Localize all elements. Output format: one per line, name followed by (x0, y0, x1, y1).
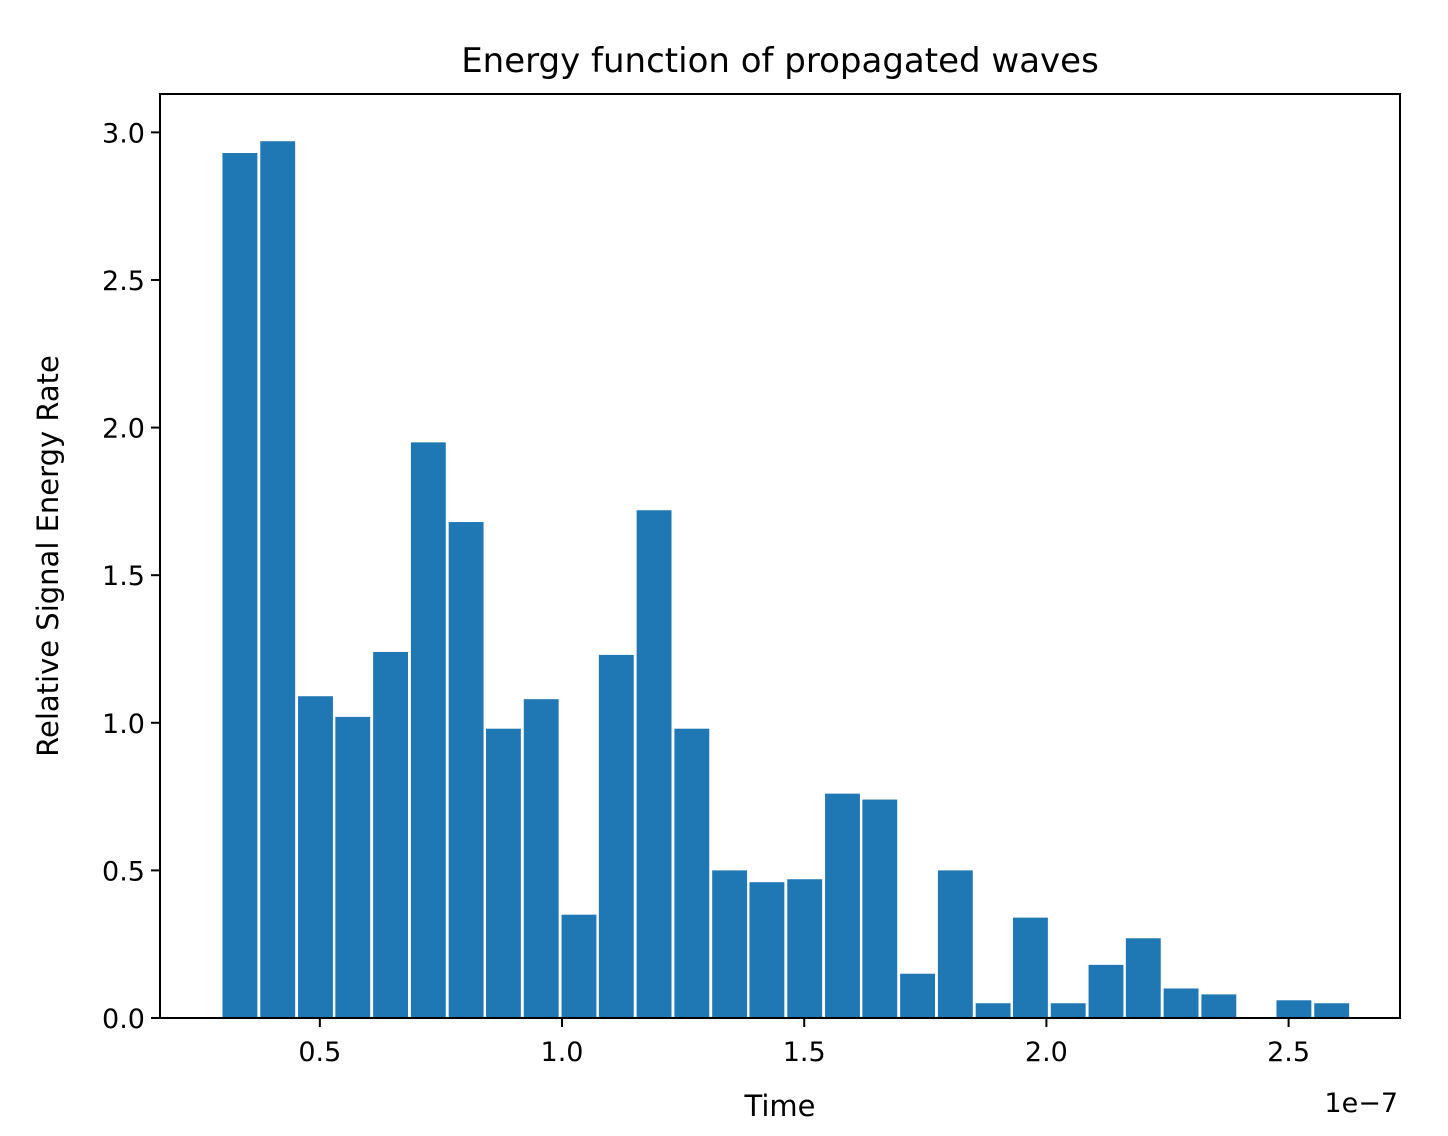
bar-24 (1125, 938, 1161, 1018)
bar-26 (1201, 994, 1237, 1018)
bar-21 (1012, 917, 1048, 1018)
bar-5 (410, 442, 446, 1019)
plot-frame (159, 93, 1401, 1019)
x-tick-label-1: 1.0 (541, 1037, 584, 1068)
x-axis-label: Time (744, 1089, 816, 1123)
bar-1 (260, 141, 296, 1019)
x-tick-label-2: 1.5 (783, 1037, 826, 1068)
x-tick-label-3: 2.0 (1025, 1037, 1068, 1068)
y-axis-label: Relative Signal Energy Rate (31, 355, 65, 757)
bar-28 (1276, 1000, 1312, 1018)
y-tick-label-1: 0.5 (102, 856, 145, 887)
bars-group (222, 141, 1350, 1019)
bar-10 (598, 654, 634, 1018)
y-axis-ticks: 0.0 0.5 1.0 1.5 2.0 2.5 3.0 (102, 118, 160, 1035)
x-axis-ticks: 0.5 1.0 1.5 2.0 2.5 (298, 1018, 1310, 1068)
chart-title: Energy function of propagated waves (461, 41, 1099, 81)
bar-8 (523, 699, 559, 1018)
bar-12 (674, 728, 710, 1018)
y-tick-label-2: 1.0 (102, 709, 145, 740)
bar-16 (825, 793, 860, 1018)
bar-22 (1050, 1003, 1086, 1018)
x-axis-offset-label: 1e−7 (1324, 1088, 1398, 1119)
bar-19 (937, 870, 973, 1018)
bar-9 (561, 914, 597, 1018)
bar-20 (975, 1003, 1011, 1018)
bar-13 (712, 870, 748, 1018)
bar-14 (749, 882, 785, 1018)
bar-4 (373, 651, 409, 1018)
bar-3 (335, 716, 371, 1018)
x-tick-label-4: 2.5 (1267, 1037, 1310, 1068)
bar-15 (787, 879, 823, 1018)
bar-0 (222, 153, 258, 1019)
bar-7 (485, 728, 521, 1018)
bar-23 (1088, 964, 1124, 1018)
y-tick-label-6: 3.0 (102, 118, 145, 149)
bar-18 (900, 973, 936, 1018)
bar-17 (862, 799, 898, 1018)
y-tick-label-5: 2.5 (102, 266, 145, 297)
x-tick-label-0: 0.5 (298, 1037, 341, 1068)
bar-29 (1314, 1003, 1350, 1018)
y-tick-label-0: 0.0 (102, 1004, 145, 1035)
bar-25 (1163, 988, 1199, 1018)
y-tick-label-3: 1.5 (102, 561, 145, 592)
bar-2 (298, 696, 333, 1018)
y-tick-label-4: 2.0 (102, 414, 145, 445)
bar-6 (448, 522, 484, 1018)
bar-11 (636, 510, 672, 1018)
